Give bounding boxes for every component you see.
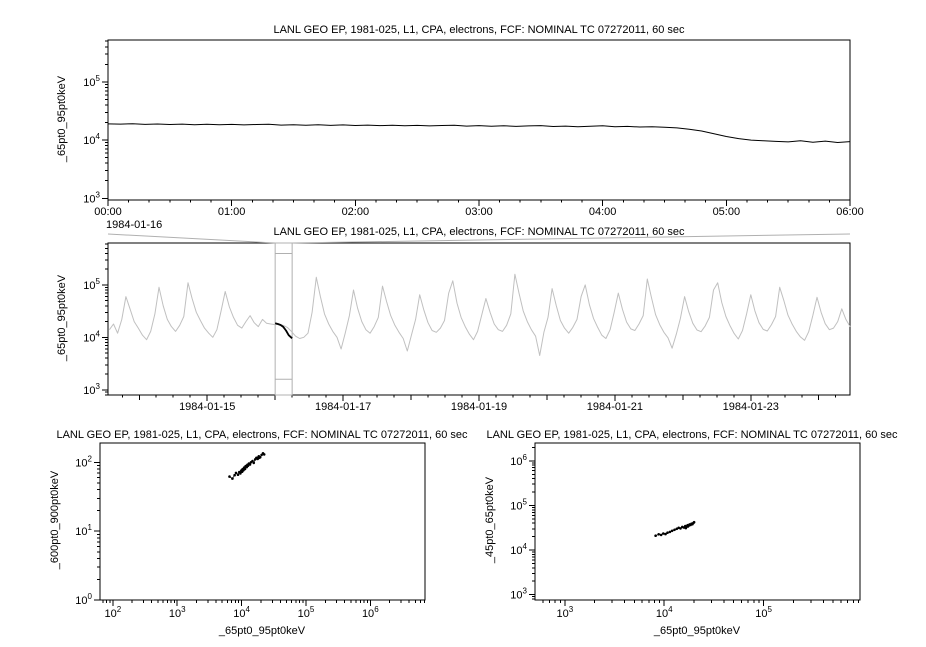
scatter-point [262, 453, 266, 456]
plot-frame[interactable] [99, 442, 426, 601]
panel3-y-axis-label: _600pt0_900pt0keV [49, 470, 61, 570]
panel2-title: LANL GEO EP, 1981-025, L1, CPA, electron… [273, 226, 685, 238]
zoom-connector-lines [107, 233, 851, 244]
tick-label: 105 [83, 74, 100, 89]
scatter-point [243, 467, 247, 471]
panel-1-time-series-zoom: 103 104 105 00:00 01:00 02:00 03:00 04:00 05:00 0… [83, 39, 864, 218]
tick-label: 104 [656, 605, 673, 620]
tick-label: 03:00 [465, 206, 493, 218]
tick-label: 105 [298, 605, 315, 620]
tick-label: 104 [83, 329, 100, 344]
panel4-title: LANL GEO EP, 1981-025, L1, CPA, electron… [486, 429, 898, 441]
scatter-point [692, 520, 696, 524]
panel-2-time-series-context: 103 104 105 1984-01-15 1984-01-17 1984-01-19 1… [83, 233, 851, 413]
tick-labels: 103 104 105 106 103 104 105 [510, 453, 772, 620]
scatter-point [659, 533, 663, 537]
scatter-point [236, 473, 240, 477]
panel2-y-axis-label: _65pt0_95pt0keV [56, 274, 68, 362]
tick-label: 1984-01-23 [723, 401, 779, 413]
scatter-point [684, 526, 688, 530]
tick-label: 1984-01-19 [451, 401, 507, 413]
tick-label: 103 [556, 605, 573, 620]
tick-label: 1984-01-21 [587, 401, 643, 413]
panel4-y-axis-label: _45pt0_65pt0keV [484, 476, 496, 564]
scatter-point [239, 472, 242, 475]
axis-ticks [94, 461, 426, 606]
tick-label: 104 [510, 542, 527, 557]
series-65pt0_95pt0keV-context [108, 273, 851, 356]
panel4-x-axis-label: _65pt0_95pt0keV [653, 625, 741, 637]
axis-ticks [529, 446, 859, 606]
scatter-point [664, 532, 667, 536]
tick-label: 06:00 [836, 206, 864, 218]
tick-label: 105 [510, 497, 527, 512]
tick-label: 106 [510, 453, 527, 468]
tick-label: 01:00 [218, 206, 246, 218]
panel1-title: LANL GEO EP, 1981-025, L1, CPA, electron… [273, 24, 685, 36]
scatter-point [662, 532, 665, 535]
tick-label: 105 [83, 277, 100, 292]
scatter-point [666, 531, 669, 534]
tick-labels: 103 104 105 1984-01-15 1984-01-17 1984-01-19 1… [83, 277, 779, 413]
panel3-x-axis-label: _65pt0_95pt0keV [218, 625, 306, 637]
axis-ticks [102, 40, 851, 206]
tick-label: 05:00 [713, 206, 741, 218]
scatter-point [252, 461, 256, 465]
tick-label: 101 [75, 523, 92, 538]
tick-label: 00:00 [94, 206, 122, 218]
scatter-point [234, 471, 238, 475]
tick-label: 103 [83, 190, 100, 205]
scatter-point [248, 463, 252, 466]
scatter-point [233, 473, 236, 477]
tick-label: 104 [83, 132, 100, 147]
series-selected-interval-highlight [274, 322, 293, 339]
scatter-point [686, 525, 690, 528]
tick-label: 02:00 [342, 206, 370, 218]
series-correlation-600-900-vs-65-95 [228, 452, 266, 480]
panel1-y-axis-label: _65pt0_95pt0keV [56, 75, 68, 163]
series-correlation-45-65-vs-65-95 [654, 520, 696, 537]
scatter-point [670, 529, 674, 533]
scatter-point [654, 534, 657, 537]
scatter-point [228, 475, 231, 478]
tick-label: 1984-01-17 [315, 401, 371, 413]
scatter-point [668, 530, 672, 534]
plot-frame[interactable] [107, 39, 851, 201]
scatter-point [673, 528, 676, 532]
scatter-point [258, 456, 262, 459]
tick-labels: 100 101 102 102 103 104 105 106 [75, 454, 379, 620]
tick-label: 104 [233, 605, 250, 620]
scatter-point [231, 477, 234, 480]
scatter-point [251, 459, 254, 463]
tick-label: 103 [169, 605, 186, 620]
scatter-point [246, 464, 250, 468]
panel3-title: LANL GEO EP, 1981-025, L1, CPA, electron… [56, 429, 468, 441]
panel-3-scatter-600-900-vs-65-95: 100 101 102 102 103 104 105 106 [75, 442, 426, 620]
zoom-selection-box[interactable] [274, 242, 293, 396]
series-65pt0_95pt0keV-zoomed [107, 123, 851, 143]
tick-label: 04:00 [589, 206, 617, 218]
tick-label: 103 [83, 382, 100, 397]
scatter-point [657, 533, 660, 536]
tick-label: 1984-01-15 [179, 401, 235, 413]
plot-frame[interactable] [534, 442, 861, 601]
panel1-date-context-label: 1984-01-16 [106, 219, 163, 231]
tick-label: 102 [105, 605, 122, 620]
panel-4-scatter-45-65-vs-65-95: 103 104 105 106 103 104 105 [510, 442, 861, 620]
tick-label: 102 [75, 454, 92, 469]
tick-label: 100 [75, 592, 92, 607]
tick-label: 103 [510, 587, 527, 602]
tick-labels: 103 104 105 00:00 01:00 02:00 03:00 04:00 05:00 0… [83, 74, 863, 218]
tick-label: 105 [755, 605, 772, 620]
tick-label: 106 [362, 605, 379, 620]
scatter-point [679, 527, 682, 530]
axis-ticks [102, 243, 837, 401]
